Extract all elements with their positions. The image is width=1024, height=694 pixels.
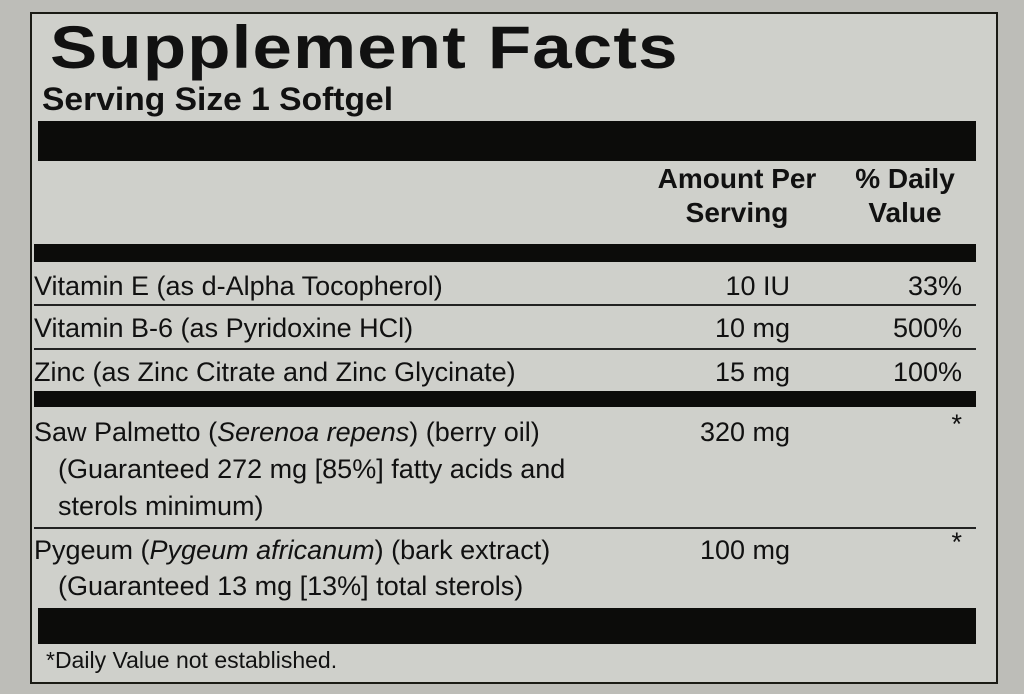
row-divider — [34, 527, 976, 529]
name-part: Pygeum ( — [34, 535, 150, 565]
row-dv: 100% — [892, 357, 962, 387]
pygeum-detail: (Guaranteed 13 mg [13%] total sterols) — [58, 571, 524, 601]
divider-bar — [34, 391, 976, 407]
row-amount: 10 IU — [725, 271, 790, 301]
pygeum-amount: 100 mg — [699, 535, 790, 565]
dv-header-line1: % Daily — [855, 163, 955, 194]
row-amount: 15 mg — [714, 357, 790, 387]
saw-palmetto-name: Saw Palmetto (Serenoa repens) (berry oil… — [34, 414, 540, 450]
name-part: ) (berry oil) — [409, 417, 540, 447]
pygeum-dv: * — [951, 527, 962, 557]
row-dv: 500% — [892, 313, 962, 343]
saw-palmetto-dv: * — [951, 409, 962, 439]
divider-bar — [38, 121, 976, 161]
row-name: Vitamin E (as d-Alpha Tocopherol) — [34, 271, 443, 301]
dv-header: % Daily Value — [840, 162, 970, 230]
amount-header-line1: Amount Per — [657, 163, 817, 194]
amount-header: Amount Per Serving — [652, 162, 822, 230]
row-divider — [34, 348, 976, 350]
serving-size: Serving Size 1 Softgel — [42, 81, 394, 117]
supplement-facts-panel: Supplement Facts Serving Size 1 Softgel … — [30, 12, 998, 684]
footnote: *Daily Value not established. — [46, 647, 338, 673]
saw-palmetto-amount: 320 mg — [699, 417, 790, 447]
saw-palmetto-detail: (Guaranteed 272 mg [85%] fatty acids and — [58, 454, 566, 484]
latin-name: Pygeum africanum — [149, 535, 375, 565]
row-divider — [34, 304, 976, 306]
saw-palmetto-detail: sterols minimum) — [58, 491, 264, 521]
name-part: Saw Palmetto ( — [34, 417, 218, 447]
name-part: ) (bark extract) — [374, 535, 551, 565]
row-dv: 33% — [907, 271, 962, 301]
row-name: Zinc (as Zinc Citrate and Zinc Glycinate… — [34, 357, 516, 387]
panel-title: Supplement Facts — [50, 14, 679, 81]
row-amount: 10 mg — [714, 313, 790, 343]
amount-header-line2: Serving — [685, 197, 789, 228]
latin-name: Serenoa repens — [217, 417, 410, 447]
divider-bar — [38, 608, 976, 644]
pygeum-name: Pygeum (Pygeum africanum) (bark extract) — [34, 532, 550, 568]
row-name: Vitamin B-6 (as Pyridoxine HCl) — [34, 313, 414, 343]
dv-header-line2: Value — [868, 197, 942, 228]
divider-bar — [34, 244, 976, 262]
